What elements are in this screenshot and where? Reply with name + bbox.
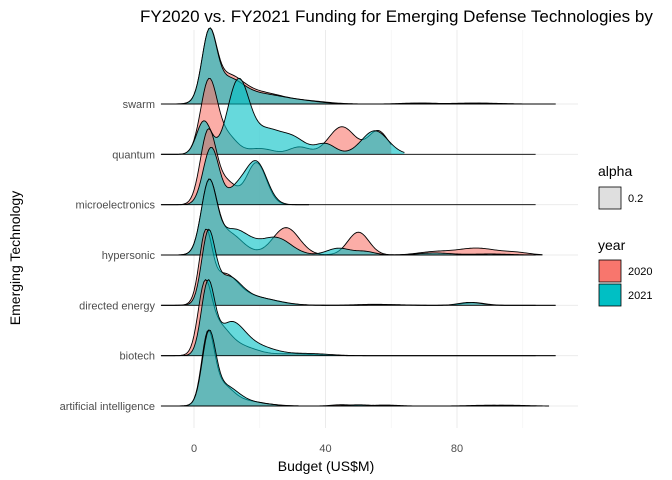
x-tick-label: 40 (319, 443, 331, 455)
y-tick-label: biotech (120, 351, 155, 363)
legend-year-title: year (598, 237, 626, 253)
y-tick-label: hypersonic (102, 250, 156, 262)
legend-year: year 2020 2021 (598, 237, 652, 306)
y-axis-tick-labels: artificial intelligence biotech directed e… (60, 99, 156, 413)
y-tick-label: quantum (112, 149, 155, 161)
legend-alpha-title: alpha (598, 163, 632, 179)
ridge-swarm (161, 28, 556, 104)
x-axis-tick-labels: 0 40 80 (191, 443, 463, 455)
y-tick-label: directed energy (79, 300, 155, 312)
legend-year-swatch-2021 (599, 284, 621, 306)
legend-alpha-label: 0.2 (628, 193, 643, 205)
x-axis-title: Budget (US$M) (278, 458, 374, 474)
legend-year-swatch-2020 (599, 260, 621, 282)
x-tick-label: 0 (191, 443, 197, 455)
ridge-area-2021 (161, 147, 309, 204)
legend-alpha: alpha 0.2 (598, 163, 643, 209)
y-tick-label: microelectronics (76, 200, 156, 212)
y-tick-label: artificial intelligence (60, 401, 155, 413)
y-tick-label: swarm (123, 99, 155, 111)
chart-title: FY2020 vs. FY2021 Funding for Emerging D… (140, 7, 653, 26)
ridge-area-2021 (161, 28, 556, 104)
x-tick-label: 80 (451, 443, 463, 455)
legend-year-label-2021: 2021 (628, 290, 652, 302)
ridges (161, 28, 556, 406)
legend-year-label-2020: 2020 (628, 266, 652, 278)
legend-alpha-swatch (599, 187, 621, 209)
y-axis-title: Emerging Technology (7, 191, 23, 325)
